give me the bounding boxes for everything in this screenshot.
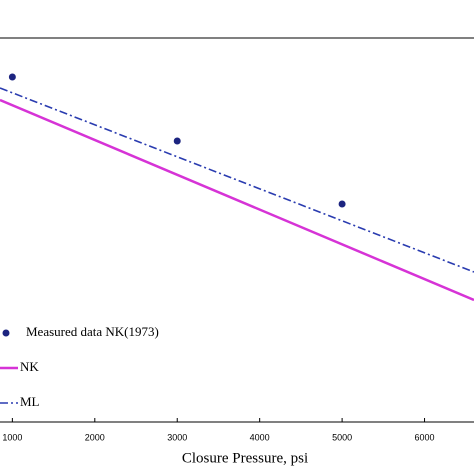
data-point — [338, 200, 346, 208]
data-point — [8, 73, 16, 81]
x-axis-label: Closure Pressure, psi — [182, 450, 308, 466]
x-tick-label: 2000 — [85, 432, 105, 442]
data-point — [173, 137, 181, 145]
legend-label: ML — [20, 394, 40, 409]
series-line — [0, 87, 474, 273]
legend-marker — [2, 329, 10, 337]
series-line — [0, 98, 474, 302]
legend-label: NK — [20, 359, 39, 374]
x-tick-label: 6000 — [415, 432, 435, 442]
x-tick-label: 5000 — [332, 432, 352, 442]
x-tick-label: 1000 — [2, 432, 22, 442]
legend-label: Measured data NK(1973) — [26, 324, 159, 339]
x-tick-label: 4000 — [250, 432, 270, 442]
x-tick-label: 3000 — [167, 432, 187, 442]
